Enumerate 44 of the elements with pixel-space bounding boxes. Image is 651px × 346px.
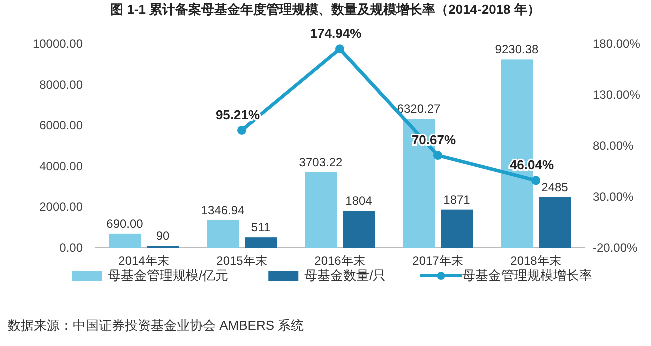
- bar: [343, 211, 375, 248]
- point: [238, 126, 246, 135]
- point: [532, 176, 540, 186]
- bar: [109, 234, 141, 248]
- data-label: 6320.27: [397, 102, 442, 116]
- x-tick-label: 2016年末: [314, 254, 366, 268]
- data-label: 1346.94: [201, 204, 246, 218]
- x-tick-label: 2017年末: [412, 254, 464, 268]
- data-label: 1871: [444, 192, 471, 207]
- bar: [539, 197, 571, 248]
- y2-tick-label: 30.00%: [593, 190, 634, 204]
- y2-tick-label: 80.00%: [593, 139, 634, 153]
- data-label: 9230.38: [495, 42, 540, 57]
- data-label: 690.00: [106, 216, 144, 231]
- x-tick-label: 2014年末: [118, 254, 170, 268]
- legend-label: 母基金数量/只: [304, 268, 386, 283]
- data-label: 90: [156, 229, 170, 244]
- source-note: 数据来源：中国证券投资基金业协会 AMBERS 系统: [8, 318, 304, 333]
- y-tick-label: 2000.00: [40, 200, 84, 214]
- x-tick-label: 2018年末: [510, 254, 562, 268]
- data-label: 174.94%: [310, 26, 362, 42]
- y2-tick-label: -20.00%: [593, 241, 638, 255]
- y2-tick-label: 130.00%: [593, 88, 641, 102]
- data-label: 1804: [346, 194, 373, 208]
- legend-label: 母基金管理规模增长率: [462, 268, 592, 283]
- y2-tick-label: 180.00%: [593, 37, 641, 51]
- y-tick-label: 6000.00: [40, 118, 84, 133]
- x-tick-label: 2015年末: [216, 254, 268, 268]
- y-tick-label: 4000.00: [40, 159, 84, 174]
- point: [336, 44, 344, 54]
- y-tick-label: 0.00: [60, 241, 84, 255]
- bar: [305, 172, 337, 248]
- legend-label: 母基金管理规模/亿元: [108, 268, 229, 283]
- data-label: 2485: [542, 180, 569, 194]
- data-label: 3703.22: [299, 155, 344, 170]
- bar: [441, 210, 473, 248]
- data-label: 95.21%: [216, 107, 260, 122]
- bar: [245, 238, 277, 248]
- bar: [207, 220, 239, 248]
- y-tick-label: 10000.00: [32, 37, 84, 51]
- y-tick-label: 8000.00: [40, 78, 84, 92]
- chart-title: 图 1-1 累计备案母基金年度管理规模、数量及规模增长率（2014-2018 年）: [110, 2, 540, 17]
- point: [434, 151, 442, 160]
- data-label: 511: [251, 220, 271, 235]
